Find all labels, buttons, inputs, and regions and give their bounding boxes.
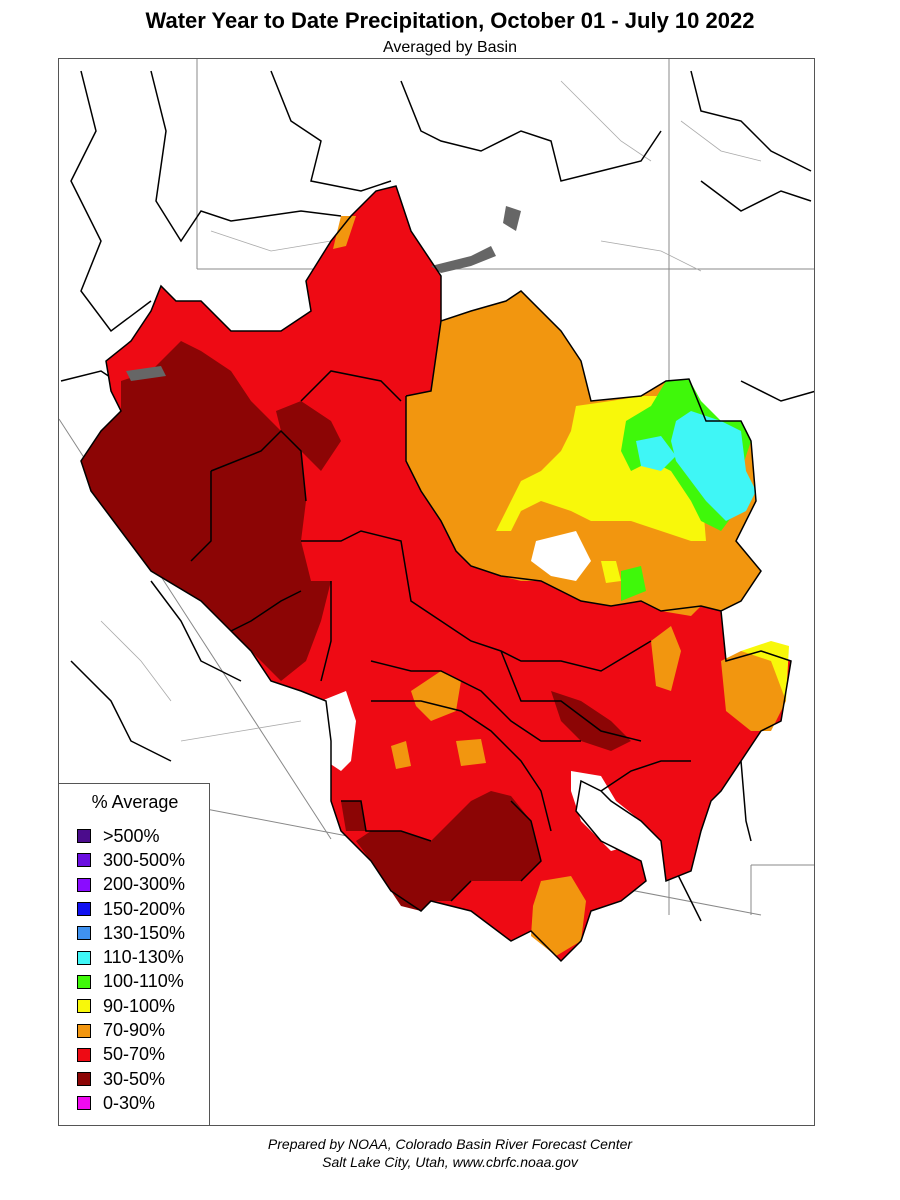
legend-swatch <box>77 974 91 989</box>
legend-swatch <box>77 999 91 1014</box>
legend-title: % Average <box>91 792 179 812</box>
legend-label: 0-30% <box>103 1092 156 1113</box>
legend-label: 150-200% <box>103 898 186 919</box>
legend-label: >500% <box>103 825 160 846</box>
legend-item: 0-30% <box>77 1091 185 1115</box>
basin-outlines <box>80 185 792 963</box>
legend-swatch <box>77 1072 91 1087</box>
legend-item: >500% <box>77 824 185 848</box>
reservoirs <box>126 206 521 381</box>
legend-swatch <box>77 1023 91 1038</box>
legend: % Average >500% 300-500% 200-300% 150-20… <box>58 783 210 1126</box>
legend-label: 50-70% <box>103 1044 166 1065</box>
legend-item: 70-90% <box>77 1018 185 1042</box>
legend-label: 300-500% <box>103 849 186 870</box>
legend-item: 200-300% <box>77 873 185 897</box>
legend-item: 90-100% <box>77 994 185 1018</box>
credit-line-2: Salt Lake City, Utah, www.cbrfc.noaa.gov <box>322 1154 578 1170</box>
legend-swatch <box>77 853 91 868</box>
legend-swatch <box>77 1096 91 1111</box>
credit-line-1: Prepared by NOAA, Colorado Basin River F… <box>267 1136 633 1152</box>
map-subtitle: Averaged by Basin <box>382 39 517 56</box>
legend-item: 300-500% <box>77 848 185 872</box>
legend-item: 100-110% <box>77 970 185 994</box>
legend-swatch <box>77 902 91 917</box>
basin-map <box>59 59 814 963</box>
legend-label: 30-50% <box>103 1068 166 1089</box>
legend-label: 90-100% <box>103 995 176 1016</box>
basin-regions <box>81 186 791 961</box>
outer-basins <box>60 70 814 922</box>
legend-swatch <box>77 877 91 892</box>
rivers <box>100 80 762 742</box>
legend-label: 100-110% <box>103 971 184 992</box>
legend-swatch <box>77 950 91 965</box>
legend-label: 130-150% <box>103 922 186 943</box>
map-title: Water Year to Date Precipitation, Octobe… <box>145 8 755 33</box>
legend-item: 110-130% <box>77 945 185 969</box>
legend-items: >500% 300-500% 200-300% 150-200% 130-150… <box>77 824 185 1116</box>
legend-item: 130-150% <box>77 921 185 945</box>
legend-label: 70-90% <box>103 1020 166 1041</box>
legend-swatch <box>77 829 91 844</box>
legend-item: 150-200% <box>77 897 185 921</box>
legend-label: 110-130% <box>103 947 184 968</box>
legend-swatch <box>77 926 91 941</box>
legend-swatch <box>77 1047 91 1062</box>
legend-item: 30-50% <box>77 1067 185 1091</box>
legend-item: 50-70% <box>77 1043 185 1067</box>
legend-label: 200-300% <box>103 874 186 895</box>
